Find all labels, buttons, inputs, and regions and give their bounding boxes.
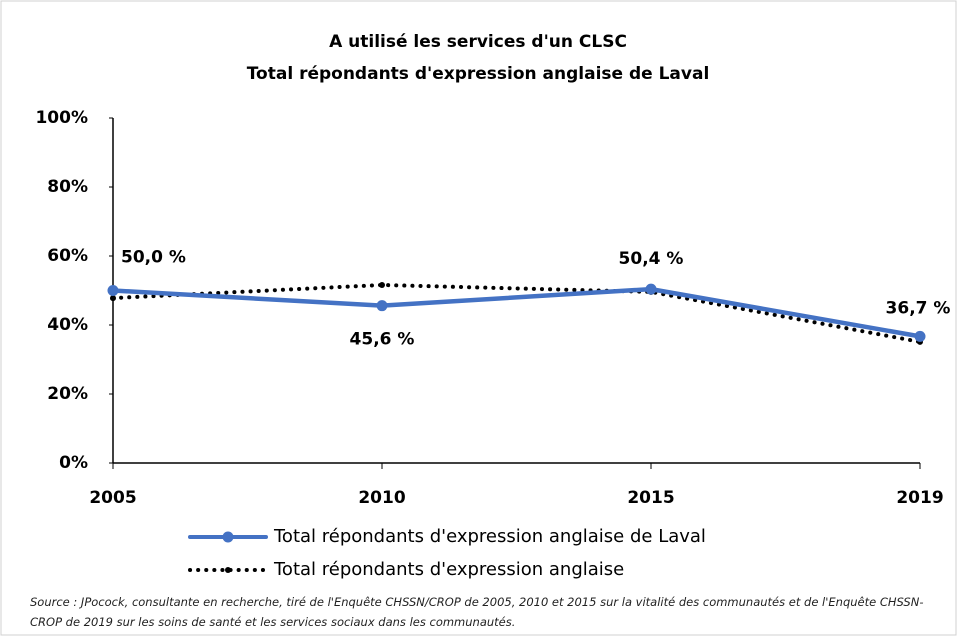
chart-title: A utilisé les services d'un CLSC [329, 32, 627, 52]
x-tick-label: 2005 [89, 488, 136, 508]
source-note: Source : JPocock, consultante en recherc… [30, 595, 924, 629]
x-tick-label: 2019 [896, 488, 943, 508]
series-point [379, 281, 385, 288]
y-tick-label: 60% [47, 246, 88, 266]
y-tick-label: 0% [59, 453, 88, 473]
legend-marker [225, 567, 231, 573]
series-line [111, 282, 922, 344]
series-point [645, 283, 657, 295]
y-tick-label: 20% [47, 384, 88, 404]
data-label: 45,6 % [350, 330, 415, 350]
y-tick-label: 100% [35, 108, 88, 128]
y-tick-label: 80% [47, 177, 88, 197]
series-point [107, 285, 119, 296]
x-tick-label: 2010 [358, 488, 405, 508]
data-label: 36,7 % [886, 298, 951, 318]
legend-label: Total répondants d'expression anglaise [273, 559, 624, 580]
x-tick-label: 2015 [627, 488, 674, 508]
chart-subtitle: Total répondants d'expression anglaise d… [247, 64, 710, 84]
legend-marker [222, 531, 234, 543]
series-line [110, 286, 923, 339]
data-label: 50,4 % [619, 249, 684, 269]
y-tick-label: 40% [47, 315, 88, 335]
series-point [376, 300, 388, 312]
series-point [110, 295, 116, 302]
data-label: 50,0 % [121, 248, 186, 268]
legend-label: Total répondants d'expression anglaise d… [273, 526, 706, 547]
series-point [914, 330, 926, 342]
